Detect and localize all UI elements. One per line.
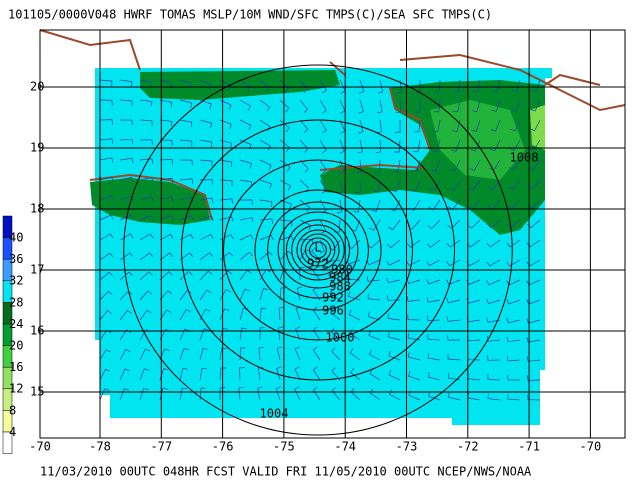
colorbar-label: 24 [9, 317, 23, 331]
isobar-label: 984 [329, 271, 351, 285]
latitude-label: 15 [30, 385, 44, 399]
isobar [291, 224, 345, 276]
wind-barbs-layer [99, 79, 541, 401]
isobar [300, 233, 336, 267]
isobar-label: 980 [331, 263, 353, 277]
header: 101105/0000V048 HWRF TOMAS MSLP/10M WND/… [8, 8, 492, 22]
map-frame [39, 29, 626, 439]
colorbar-label: 20 [9, 339, 23, 353]
colorbar-label: 4 [9, 425, 16, 439]
isobar-label: 1004 [260, 407, 289, 421]
longitude-label: -73 [396, 440, 418, 454]
colorbar-label: 12 [9, 382, 23, 396]
longitude-label: -78 [89, 440, 111, 454]
longitude-label: -76 [212, 440, 234, 454]
latitude-label: 19 [30, 141, 44, 155]
isobar-label: 1000 [326, 331, 355, 345]
latitude-label: 18 [30, 202, 44, 216]
isobar [181, 119, 455, 381]
isobar-label: 1008 [510, 151, 539, 165]
isobar [277, 211, 359, 289]
wind-barbs [99, 79, 541, 401]
land-jamaica [90, 178, 210, 225]
land-warmest [530, 105, 545, 150]
isobar-label: 988 [329, 280, 351, 294]
colorbar-label: 40 [9, 231, 23, 245]
low-center: L [314, 241, 321, 255]
isobar [309, 241, 327, 259]
colorbar-segment [2, 431, 13, 454]
isobar [123, 64, 513, 436]
longitude-label: -74 [334, 440, 356, 454]
isobar [223, 159, 413, 341]
isobar [304, 237, 332, 263]
land-warm [430, 100, 525, 180]
latitude-label: 16 [30, 324, 44, 338]
longitude-label: -71 [518, 440, 540, 454]
land-cuba [140, 70, 340, 100]
isobar [254, 189, 382, 311]
longitude-label: -77 [150, 440, 172, 454]
longitude-label: -70 [580, 440, 602, 454]
longitude-label: -72 [457, 440, 479, 454]
colorbar-label: 32 [9, 274, 23, 288]
isobar [267, 201, 369, 299]
map-layer [39, 29, 626, 425]
colorbar-label: 36 [9, 252, 23, 266]
colorbar: 40 36 32 28 24 20 16 12 8 4 [2, 215, 23, 454]
isobar [296, 229, 340, 271]
isobar-label: 972 [307, 257, 329, 271]
latitude-label: 17 [30, 263, 44, 277]
isobar-label: 996 [322, 304, 344, 318]
colorbar-label: 28 [9, 295, 23, 309]
corner-label: -70 [29, 440, 51, 454]
colorbar-label: 16 [9, 360, 23, 374]
longitude-label: -75 [273, 440, 295, 454]
isobar [286, 219, 350, 281]
colorbar-label: 8 [9, 403, 16, 417]
isobar-label: 992 [322, 291, 344, 305]
latitude-label: 20 [30, 80, 44, 94]
footer: 11/03/2010 00UTC 048HR FCST VALID FRI 11… [40, 465, 532, 479]
grid-layer: 20 19 18 17 16 15 -78 -77 -76 -75 -74 -73 -72 -71 -70 -… [29, 30, 625, 454]
